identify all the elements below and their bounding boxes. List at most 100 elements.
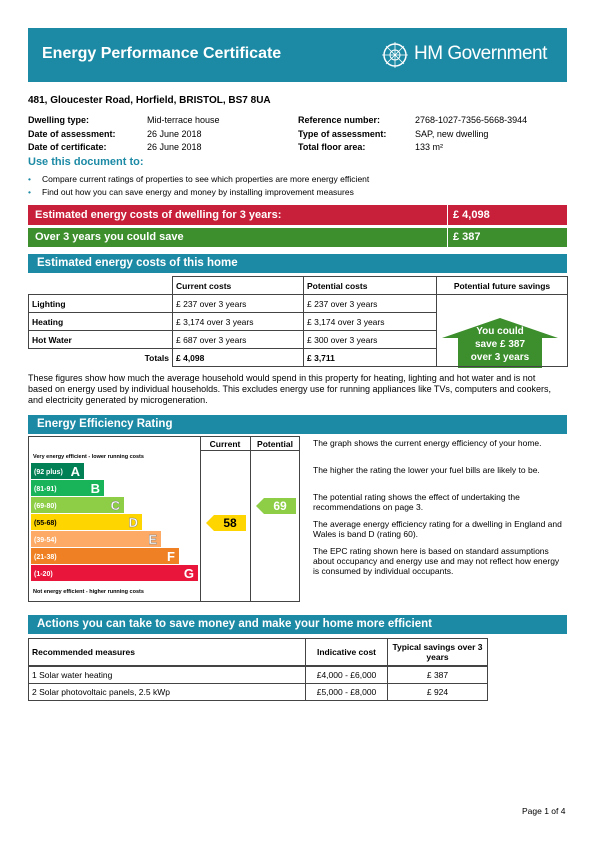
- section-heading: Estimated energy costs of this home: [37, 257, 238, 269]
- action-cell: £ 924: [387, 683, 488, 701]
- bullet: •: [28, 187, 31, 197]
- detail-value: Mid-terrace house: [147, 115, 220, 125]
- cost-cell: £ 300 over 3 years: [303, 330, 437, 349]
- totals-label: Totals: [28, 348, 173, 367]
- footer: Page 1 of 4: [522, 806, 566, 816]
- cost-label: Lighting: [28, 294, 173, 313]
- address: 481, Gloucester Road, Horfield, BRISTOL,…: [28, 95, 271, 106]
- band: [31, 463, 84, 479]
- rating-note: The potential rating shows the effect of…: [313, 492, 520, 512]
- use-bullet: Compare current ratings of properties to…: [42, 174, 370, 184]
- band-letter: B: [91, 481, 100, 496]
- band-range: (55-68): [34, 520, 57, 527]
- cost-label: Hot Water: [28, 330, 173, 349]
- action-cell: £4,000 - £6,000: [305, 666, 388, 684]
- save-label: Over 3 years you could save: [35, 231, 184, 243]
- actions-head: Recommended measures: [28, 638, 306, 666]
- detail-label: Date of certificate:: [28, 142, 107, 152]
- cost-label: Estimated energy costs of dwelling for 3…: [35, 209, 282, 221]
- cost-label: Heating: [28, 312, 173, 331]
- detail-label: Type of assessment:: [298, 128, 387, 139]
- costs-head: Potential future savings: [436, 276, 568, 295]
- government: HM Government: [414, 43, 547, 64]
- band-range: (92 plus): [34, 469, 63, 476]
- section-heading: Energy Efficiency Rating: [37, 418, 173, 430]
- save-value: £ 387: [453, 231, 481, 243]
- rating-note: The average energy efficiency rating for…: [313, 519, 562, 539]
- costs-head: Potential costs: [303, 276, 437, 295]
- bullet: •: [28, 174, 31, 184]
- band: [31, 565, 198, 581]
- action-cell: £ 387: [387, 666, 488, 684]
- actions-head: Typical savings over 3 years: [387, 638, 488, 666]
- note: These figures show how much the average …: [28, 373, 551, 405]
- costs-head: [28, 276, 173, 295]
- detail-value: 26 June 2018: [147, 128, 202, 139]
- column-head: Potential: [257, 439, 293, 449]
- savings-text: save £ 387: [475, 339, 525, 350]
- total-cell: £ 3,711: [303, 348, 437, 367]
- cost-cell: £ 237 over 3 years: [172, 294, 304, 313]
- cost-value: £ 4,098: [453, 209, 490, 221]
- band: [31, 531, 161, 547]
- section-bar: Energy Efficiency Rating: [28, 415, 567, 434]
- costs-head: Current costs: [172, 276, 304, 295]
- top-label: Very energy efficient - lower running co…: [33, 454, 144, 460]
- divider: [447, 228, 448, 247]
- detail-label: Reference number:: [298, 115, 381, 125]
- band-letter: F: [167, 549, 175, 564]
- section-bar: Estimated energy costs of this home: [28, 254, 567, 273]
- detail-label: Date of assessment:: [28, 128, 116, 139]
- action-cell: £5,000 - £8,000: [305, 683, 388, 701]
- savings-arrow: You could save £ 387 over 3 years: [442, 318, 558, 368]
- action-cell: 2 Solar photovoltaic panels, 2.5 kWp: [28, 683, 306, 701]
- current-rating: 58: [223, 516, 237, 530]
- save-bar: Over 3 years you could save £ 387: [28, 228, 567, 247]
- crest: [382, 42, 408, 68]
- band: [31, 480, 104, 496]
- rating-note: The EPC rating shown here is based on st…: [313, 546, 560, 576]
- savings-text: You could: [476, 326, 524, 337]
- band: [31, 514, 142, 530]
- actions-head: Indicative cost: [305, 638, 388, 666]
- action-cell: 1 Solar water heating: [28, 666, 306, 684]
- section-bar: Actions you can take to save money and m…: [28, 615, 567, 634]
- cost-bar: Estimated energy costs of dwelling for 3…: [28, 205, 567, 225]
- band-letter: G: [184, 566, 194, 581]
- detail-value: 133 m²: [415, 142, 444, 152]
- detail-value: SAP, new dwelling: [415, 128, 489, 139]
- bottom-label: Not energy efficient - higher running co…: [33, 589, 144, 595]
- detail-value: 26 June 2018: [147, 142, 202, 152]
- band: [31, 497, 124, 513]
- band-range: (39-54): [34, 537, 57, 544]
- detail-label: Dwelling type:: [28, 115, 90, 125]
- savings-text: over 3 years: [471, 352, 530, 363]
- band: [31, 548, 179, 564]
- title: Energy Performance Certificate: [42, 45, 282, 62]
- band-letter: D: [129, 515, 138, 530]
- cost-cell: £ 3,174 over 3 years: [303, 312, 437, 331]
- rating-note: The higher the rating the lower your fue…: [313, 465, 540, 475]
- band-letter: C: [111, 498, 121, 513]
- detail-label: Total floor area:: [298, 142, 366, 152]
- rating-chart: Current Potential Very energy efficient …: [28, 436, 300, 602]
- use-heading: Use this document to:: [28, 156, 144, 168]
- rating-note: The graph shows the current energy effic…: [313, 438, 542, 448]
- total-cell: £ 4,098: [172, 348, 304, 367]
- band-range: (69-80): [34, 503, 57, 510]
- cost-cell: £ 3,174 over 3 years: [172, 312, 304, 331]
- band-letter: A: [71, 464, 81, 479]
- column-head: Current: [210, 439, 241, 449]
- band-letter: E: [148, 532, 157, 547]
- header-bar: Energy Performance Certificate HM Govern…: [28, 28, 567, 82]
- band-range: (1-20): [34, 571, 53, 578]
- cost-cell: £ 237 over 3 years: [303, 294, 437, 313]
- potential-rating: 69: [273, 499, 287, 513]
- section-heading: Actions you can take to save money and m…: [37, 618, 432, 630]
- use-bullet: Find out how you can save energy and mon…: [42, 187, 354, 197]
- cost-cell: £ 687 over 3 years: [172, 330, 304, 349]
- divider: [447, 205, 448, 225]
- savings-cell: [436, 294, 568, 367]
- band-range: (21-38): [34, 554, 57, 561]
